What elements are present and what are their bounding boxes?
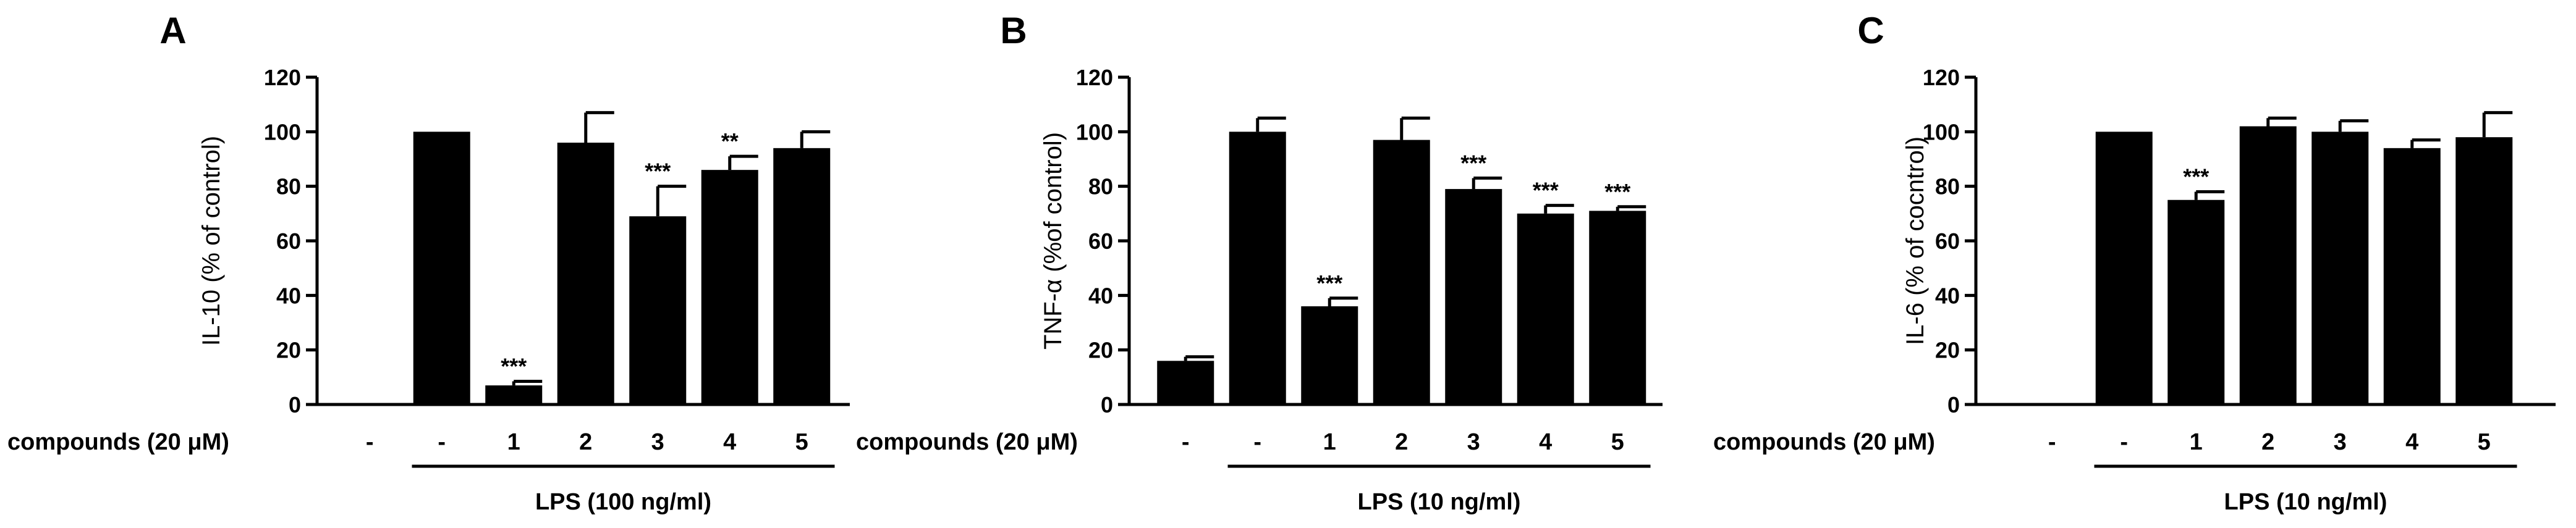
row-label: compounds (20 μM) [7,429,229,455]
category-label: - [2048,429,2056,455]
chart-panel-b: B TNF-α (%of control) 0 20 40 60 80 100 120 compo… [856,10,1663,515]
y-tick-label: 60 [1935,228,1960,254]
category-label: 4 [1539,429,1552,455]
bar [2455,137,2513,404]
y-axis-label: TNF-α (%of control) [1040,132,1067,350]
bar [1589,211,1646,404]
y-tick-label: 0 [1101,392,1113,417]
y-tick-label: 80 [1088,174,1113,199]
category-label: 2 [579,429,592,455]
significance-label: *** [1533,178,1559,203]
y-tick-label: 120 [1076,65,1113,90]
y-tick-label: 20 [276,338,301,363]
category-label: 5 [2478,429,2491,455]
category-label: - [366,429,374,455]
category-label: 3 [651,429,664,455]
category-label: 1 [507,429,520,455]
group-label: LPS (10 ng/ml) [2224,489,2387,515]
y-axis-label: IL-6 (% of cocntrol) [1902,136,1929,345]
y-tick-label: 0 [1947,392,1960,417]
bar [1301,306,1358,404]
category-label: 1 [1323,429,1336,455]
y-tick-label: 60 [276,228,301,254]
chart-panel-a: A IL-10 (% of control) 0 20 40 60 80 100 120 comp… [7,10,850,515]
y-tick-label: 60 [1088,228,1113,254]
category-label: - [2120,429,2128,455]
significance-label: *** [1604,179,1630,204]
bar [1517,213,1574,404]
bar [2095,132,2153,405]
panel-letter: B [1000,10,1027,51]
category-label: - [1253,429,1261,455]
panel-letter: C [1857,10,1884,51]
category-label: 3 [1467,429,1480,455]
bar [629,216,687,404]
row-label: compounds (20 μM) [856,429,1078,455]
significance-label: *** [2183,164,2209,190]
significance-label: ** [721,128,739,154]
y-tick-label: 120 [264,65,301,90]
y-tick-label: 20 [1935,338,1960,363]
bar [557,143,614,404]
significance-label: *** [1316,270,1342,296]
panel-letter: A [159,10,186,51]
y-axis-label: IL-10 (% of control) [198,136,225,346]
significance-label: *** [1460,150,1486,175]
row-label: compounds (20 μM) [1713,429,1935,455]
bar [1157,361,1214,404]
bar [1373,140,1430,405]
bar [1445,189,1502,404]
bar [2311,132,2369,405]
y-tick-label: 20 [1088,338,1113,363]
bar [2167,199,2225,404]
category-label: 4 [723,429,736,455]
y-tick-label: 100 [264,119,301,145]
bar [413,132,470,405]
category-label: 5 [1611,429,1624,455]
bar [1229,132,1286,405]
category-label: - [1182,429,1190,455]
y-tick-label: 40 [276,283,301,308]
y-tick-label: 100 [1076,119,1113,145]
y-tick-label: 80 [276,174,301,199]
group-label: LPS (100 ng/ml) [535,489,711,515]
category-label: 5 [795,429,808,455]
significance-label: *** [501,353,527,379]
y-tick-label: 100 [1923,119,1960,145]
significance-label: *** [645,159,671,184]
bar [2239,126,2297,404]
bar [2383,148,2441,405]
category-label: - [438,429,446,455]
category-label: 2 [2261,429,2274,455]
category-label: 2 [1395,429,1408,455]
y-tick-label: 80 [1935,174,1960,199]
bar [485,385,543,404]
y-tick-label: 40 [1088,283,1113,308]
bar [701,170,758,404]
y-tick-label: 40 [1935,283,1960,308]
y-tick-label: 120 [1923,65,1960,90]
bar [773,148,831,405]
group-label: LPS (10 ng/ml) [1358,489,1521,515]
category-label: 1 [2190,429,2203,455]
y-tick-label: 0 [289,392,301,417]
category-label: 3 [2334,429,2347,455]
category-label: 4 [2405,429,2418,455]
chart-panel-c: C IL-6 (% of cocntrol) 0 20 40 60 80 100 120 comp… [1713,10,2556,515]
